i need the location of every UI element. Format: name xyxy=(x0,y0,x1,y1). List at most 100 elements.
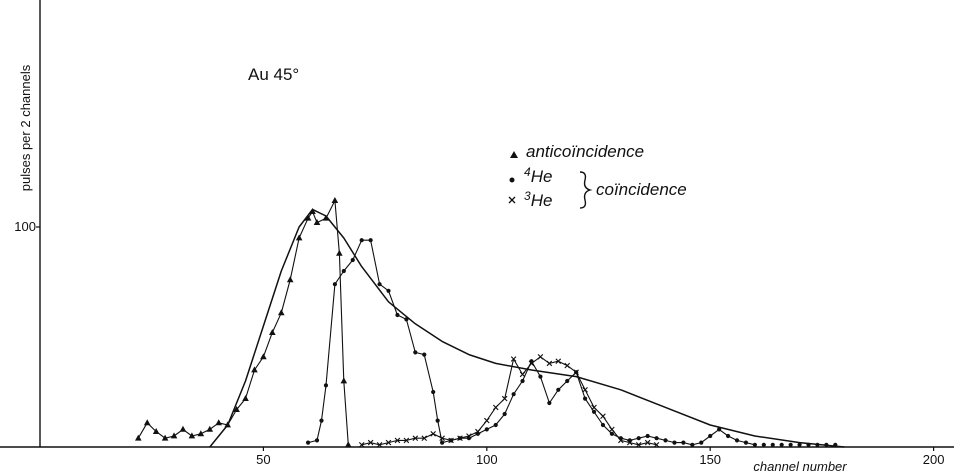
series-4he-point xyxy=(493,422,498,428)
series-4he-point xyxy=(435,418,440,423)
series-4he-line xyxy=(307,239,756,446)
series-anticoncidence-point xyxy=(242,395,249,401)
series-anticoncidence-point xyxy=(277,309,285,316)
series-4he-point xyxy=(591,409,597,414)
legend-4he-sup: 4 xyxy=(524,165,531,179)
series-3he-point xyxy=(421,435,428,441)
legend-cross-marker xyxy=(508,196,516,204)
series-fit-line xyxy=(209,208,845,448)
series-4he-point xyxy=(422,352,427,357)
series-4he-point xyxy=(377,282,382,287)
series-3he-point xyxy=(519,371,526,378)
series-3he-point xyxy=(475,428,481,435)
series-3he-point xyxy=(546,360,553,367)
series-3he-point xyxy=(510,356,517,362)
x-tick-label: 150 xyxy=(699,452,721,467)
series-3he-line xyxy=(361,356,657,446)
tail-point xyxy=(779,442,784,447)
legend-anticoincidence-label: anticoïncidence xyxy=(526,142,644,161)
series-4he-point xyxy=(319,418,324,423)
series-4he-point xyxy=(717,427,722,432)
series-anticoncidence-line xyxy=(137,200,349,445)
series-4he-point xyxy=(556,387,561,392)
series-4he-point xyxy=(359,238,364,243)
series-4he-point xyxy=(368,238,373,243)
series-4he-point xyxy=(502,411,507,417)
series-3he-point xyxy=(635,442,642,448)
series-3he-point xyxy=(609,426,615,433)
legend: anticoïncidence 4He 3He coïncidence xyxy=(508,142,687,210)
series-4he-point xyxy=(699,440,704,445)
series-4he-point xyxy=(681,440,686,445)
series-4he-point xyxy=(314,438,320,443)
series-4he-point xyxy=(609,431,615,436)
series-3he-point xyxy=(591,404,597,411)
series-3he-point xyxy=(448,437,454,444)
series-3he-point xyxy=(582,387,588,393)
series-4he-point xyxy=(386,288,391,293)
tail-point xyxy=(770,442,775,447)
legend-3he-sup: 3 xyxy=(524,189,531,203)
tail-point xyxy=(824,442,829,447)
legend-brace xyxy=(579,171,593,209)
x-tick-label: 50 xyxy=(256,452,270,467)
y-tick-label: 100 xyxy=(14,219,36,234)
legend-coincidence-label: coïncidence xyxy=(596,180,687,199)
x-axis-label: channel number xyxy=(753,459,847,474)
series-3he-point xyxy=(501,395,508,402)
series-3he-point xyxy=(385,439,392,446)
series-4he-point xyxy=(654,436,659,441)
series-4he-point xyxy=(636,436,641,441)
series-3he-point xyxy=(555,358,562,364)
series-4he-point xyxy=(520,378,525,384)
x-tick-label: 200 xyxy=(923,452,945,467)
series-4he-point xyxy=(672,440,677,445)
series-3he-point xyxy=(618,437,624,444)
series-anticoncidence-point xyxy=(152,428,160,434)
series-3he-point xyxy=(528,360,535,367)
series-4he-point xyxy=(752,442,757,447)
series-anticoncidence-point xyxy=(331,197,339,203)
legend-dot-marker xyxy=(509,177,515,183)
series-4he-point xyxy=(323,383,329,388)
series-4he-point xyxy=(404,317,409,322)
series-4he-point xyxy=(565,378,570,384)
series-3he-point xyxy=(430,431,436,437)
series-anticoncidence-point xyxy=(134,434,142,441)
series-anticoncidence-point xyxy=(233,406,240,412)
series-anticoncidence-point xyxy=(251,366,258,373)
series-4he-point xyxy=(305,440,311,445)
series-anticoncidence-point xyxy=(295,234,303,241)
series-3he-point xyxy=(644,439,651,446)
series-3he-point xyxy=(376,442,383,448)
series-3he-point xyxy=(457,435,463,441)
series-4he-point xyxy=(511,392,516,397)
legend-3he-base: He xyxy=(531,191,553,210)
series-anticoncidence-point xyxy=(313,219,321,225)
series-anticoncidence-point xyxy=(260,353,267,360)
series-4he-point xyxy=(708,433,713,439)
series-4he-point xyxy=(743,440,749,445)
series-4he-point xyxy=(690,442,695,447)
series-anticoncidence-point xyxy=(170,432,178,439)
tail-point xyxy=(788,442,793,447)
series-3he-point xyxy=(573,369,579,375)
series-3he-point xyxy=(626,439,633,446)
series-anticoncidence-point xyxy=(197,430,205,437)
series-3he-point xyxy=(403,437,410,444)
series-anticoncidence-point xyxy=(304,214,312,221)
series-4he-point xyxy=(645,433,650,439)
series-4he-point xyxy=(725,433,731,439)
x-tick-label: 100 xyxy=(476,452,498,467)
series-3he-point xyxy=(466,433,472,439)
series-4he-point xyxy=(484,427,489,432)
series-3he-point xyxy=(492,404,499,411)
series-anticoncidence-point xyxy=(269,329,276,335)
series-4he-point xyxy=(663,438,668,443)
series-4he-point xyxy=(600,422,606,428)
tail-point xyxy=(761,442,766,447)
series-4he-point xyxy=(734,438,740,443)
series-3he-point xyxy=(439,435,445,441)
series-3he-point xyxy=(412,435,419,441)
series-4he-point xyxy=(440,440,445,445)
